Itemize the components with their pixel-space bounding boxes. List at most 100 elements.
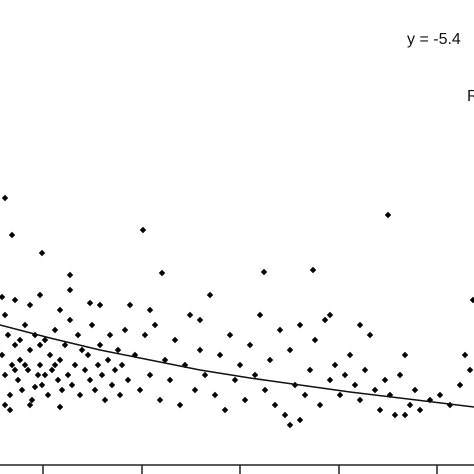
point <box>36 341 44 349</box>
point <box>456 381 464 389</box>
point <box>101 396 109 404</box>
point <box>8 361 16 369</box>
point <box>296 416 304 424</box>
point <box>171 336 179 344</box>
point <box>116 391 124 399</box>
point <box>156 396 164 404</box>
point <box>1 194 9 202</box>
point <box>81 366 89 374</box>
point <box>26 401 34 409</box>
point <box>38 249 46 257</box>
point <box>8 231 16 239</box>
point <box>86 299 94 307</box>
point <box>1 371 9 379</box>
point <box>461 351 469 359</box>
point <box>126 301 134 309</box>
point <box>91 386 99 394</box>
point <box>98 371 106 379</box>
point <box>146 306 154 314</box>
point <box>139 226 147 234</box>
point <box>86 376 94 384</box>
point <box>256 311 264 319</box>
point <box>16 356 24 364</box>
point <box>106 331 114 339</box>
point <box>151 321 159 329</box>
point <box>366 331 374 339</box>
point <box>58 386 66 394</box>
point <box>216 351 224 359</box>
point <box>196 316 204 324</box>
point <box>26 346 34 354</box>
point <box>56 306 64 314</box>
point <box>466 366 474 374</box>
point <box>384 211 392 219</box>
point <box>31 383 39 391</box>
point <box>6 391 14 399</box>
point <box>271 401 279 409</box>
point <box>406 401 414 409</box>
point <box>141 331 149 339</box>
point <box>48 366 56 374</box>
point <box>146 371 154 379</box>
point <box>166 376 174 384</box>
point <box>361 366 369 374</box>
point <box>14 376 22 384</box>
point <box>226 331 234 339</box>
point <box>469 296 474 304</box>
point <box>61 341 69 349</box>
point <box>66 271 74 279</box>
point <box>18 386 26 394</box>
point <box>196 346 204 354</box>
point <box>309 266 317 274</box>
point <box>241 396 249 404</box>
point <box>281 411 289 419</box>
point <box>21 361 29 369</box>
point <box>118 361 126 369</box>
point <box>231 376 239 384</box>
point <box>1 401 9 409</box>
point <box>176 401 184 409</box>
point <box>286 346 294 354</box>
point <box>191 386 199 394</box>
point <box>206 291 214 299</box>
point <box>74 331 82 339</box>
point <box>11 366 19 374</box>
equation: y = -5.4 <box>407 31 461 48</box>
point <box>211 391 219 399</box>
point <box>38 381 46 389</box>
point <box>71 361 79 369</box>
point <box>66 316 74 324</box>
r-squared: R <box>467 88 474 105</box>
point <box>260 268 268 276</box>
point <box>346 351 354 359</box>
point <box>124 376 132 384</box>
point <box>51 361 59 369</box>
point <box>94 361 102 369</box>
point <box>68 381 76 389</box>
point <box>351 381 359 389</box>
point <box>36 361 44 369</box>
point <box>21 321 29 329</box>
point <box>1 311 9 319</box>
point <box>161 356 169 364</box>
point <box>41 336 49 344</box>
point <box>316 401 324 409</box>
point <box>76 391 84 399</box>
point <box>26 301 34 309</box>
point <box>108 381 116 389</box>
point <box>326 376 334 384</box>
point <box>96 341 104 349</box>
point <box>24 366 32 374</box>
point <box>131 351 139 359</box>
point <box>286 421 294 429</box>
point <box>411 386 419 394</box>
point <box>84 351 92 359</box>
point <box>64 371 72 379</box>
point <box>401 411 409 419</box>
point <box>78 346 86 354</box>
point <box>336 391 344 399</box>
point <box>376 406 384 414</box>
point <box>436 391 444 399</box>
point <box>28 396 36 404</box>
